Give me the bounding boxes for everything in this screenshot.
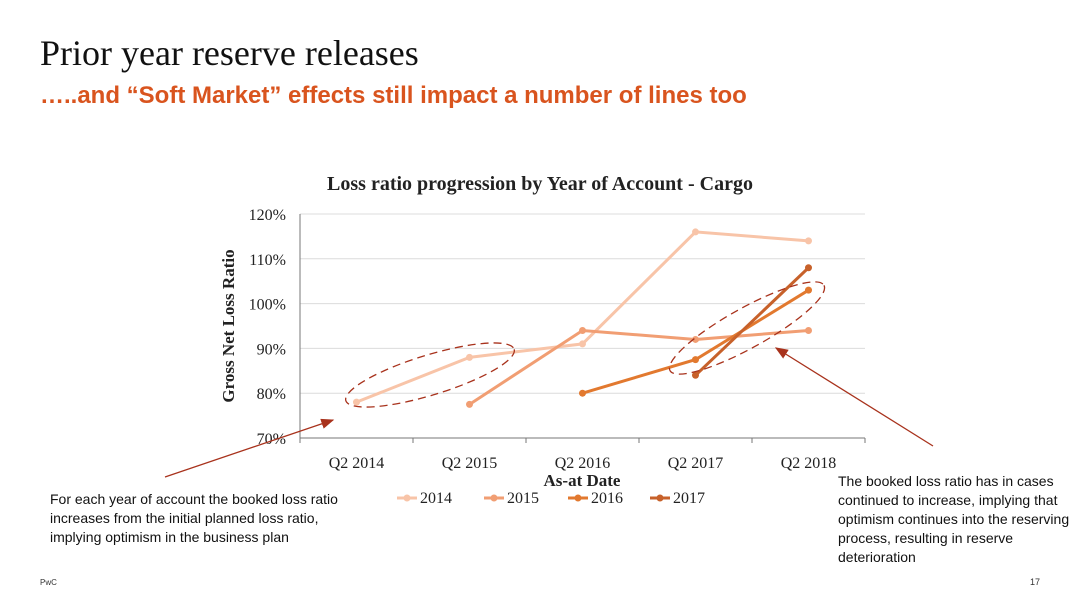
chart-series (353, 228, 812, 408)
data-point-2014 (805, 237, 812, 245)
x-tick-label: Q2 2018 (781, 455, 837, 472)
series-2015 (466, 326, 812, 408)
data-point-2014 (692, 228, 699, 236)
y-tick-label: 90% (257, 341, 286, 358)
data-point-2016 (805, 286, 812, 294)
right-highlight-ellipse (668, 281, 826, 375)
y-tick-label: 80% (257, 386, 286, 403)
legend-marker (490, 494, 498, 502)
slide-subtitle: …..and “Soft Market” effects still impac… (40, 82, 747, 109)
x-tick-label: Q2 2017 (668, 455, 724, 472)
slide-title: Prior year reserve releases (40, 33, 419, 73)
data-point-2015 (579, 326, 586, 334)
chart-axes: 70% 80% 90% 100% 110% 120% Q2 2014 Q2 2015 Q2 20… (249, 207, 866, 472)
y-tick-label: 70% (257, 431, 286, 448)
legend-marker (403, 494, 411, 502)
left-annotation-arrow (164, 418, 335, 478)
series-line-2014 (355, 230, 809, 404)
legend-label: 2017 (673, 490, 705, 507)
legend-item-2017: 2017 (650, 490, 705, 507)
data-point-2015 (805, 326, 812, 334)
legend-label: 2014 (420, 490, 452, 507)
y-tick-label: 110% (249, 252, 286, 269)
data-point-2016 (692, 356, 699, 364)
data-point-2014 (353, 398, 360, 406)
legend-label: 2015 (507, 490, 539, 507)
legend-item-2014: 2014 (397, 490, 452, 507)
y-tick-label: 100% (249, 297, 286, 314)
left-annotation-text: For each year of account the booked loss… (50, 491, 338, 545)
data-point-2014 (579, 340, 586, 348)
x-tick-label: Q2 2014 (329, 455, 385, 472)
legend-marker (656, 494, 664, 502)
x-tick-label: Q2 2016 (555, 455, 611, 472)
series-line-2015 (468, 328, 809, 406)
right-annotation-arrow (774, 347, 934, 447)
x-axis-label: As-at Date (544, 471, 621, 490)
legend-marker (574, 494, 582, 502)
data-point-2014 (466, 353, 473, 361)
x-tick-label: Q2 2015 (442, 455, 498, 472)
annotation-overlay (164, 281, 934, 478)
series-2017 (692, 264, 812, 379)
series-2016 (579, 286, 812, 397)
footer-brand: PwC (40, 578, 57, 587)
series-2014 (353, 228, 812, 406)
legend-item-2016: 2016 (568, 490, 623, 507)
right-annotation-text: The booked loss ratio has in cases conti… (838, 473, 1070, 565)
series-line-2017 (694, 266, 810, 377)
left-highlight-ellipse (344, 342, 516, 408)
data-point-2016 (579, 389, 586, 397)
y-tick-label: 120% (249, 207, 286, 224)
data-point-2015 (692, 335, 699, 343)
chart-legend: 2014 2015 2016 2017 (397, 490, 705, 507)
y-axis-label: Gross Net Loss Ratio (219, 249, 238, 402)
page-number: 17 (1030, 577, 1041, 587)
data-point-2015 (466, 400, 473, 408)
legend-item-2015: 2015 (484, 490, 539, 507)
chart-title: Loss ratio progression by Year of Accoun… (327, 173, 753, 195)
data-point-2017 (805, 264, 812, 272)
data-point-2017 (692, 371, 699, 379)
chart-grid (300, 213, 865, 394)
legend-label: 2016 (591, 490, 623, 507)
